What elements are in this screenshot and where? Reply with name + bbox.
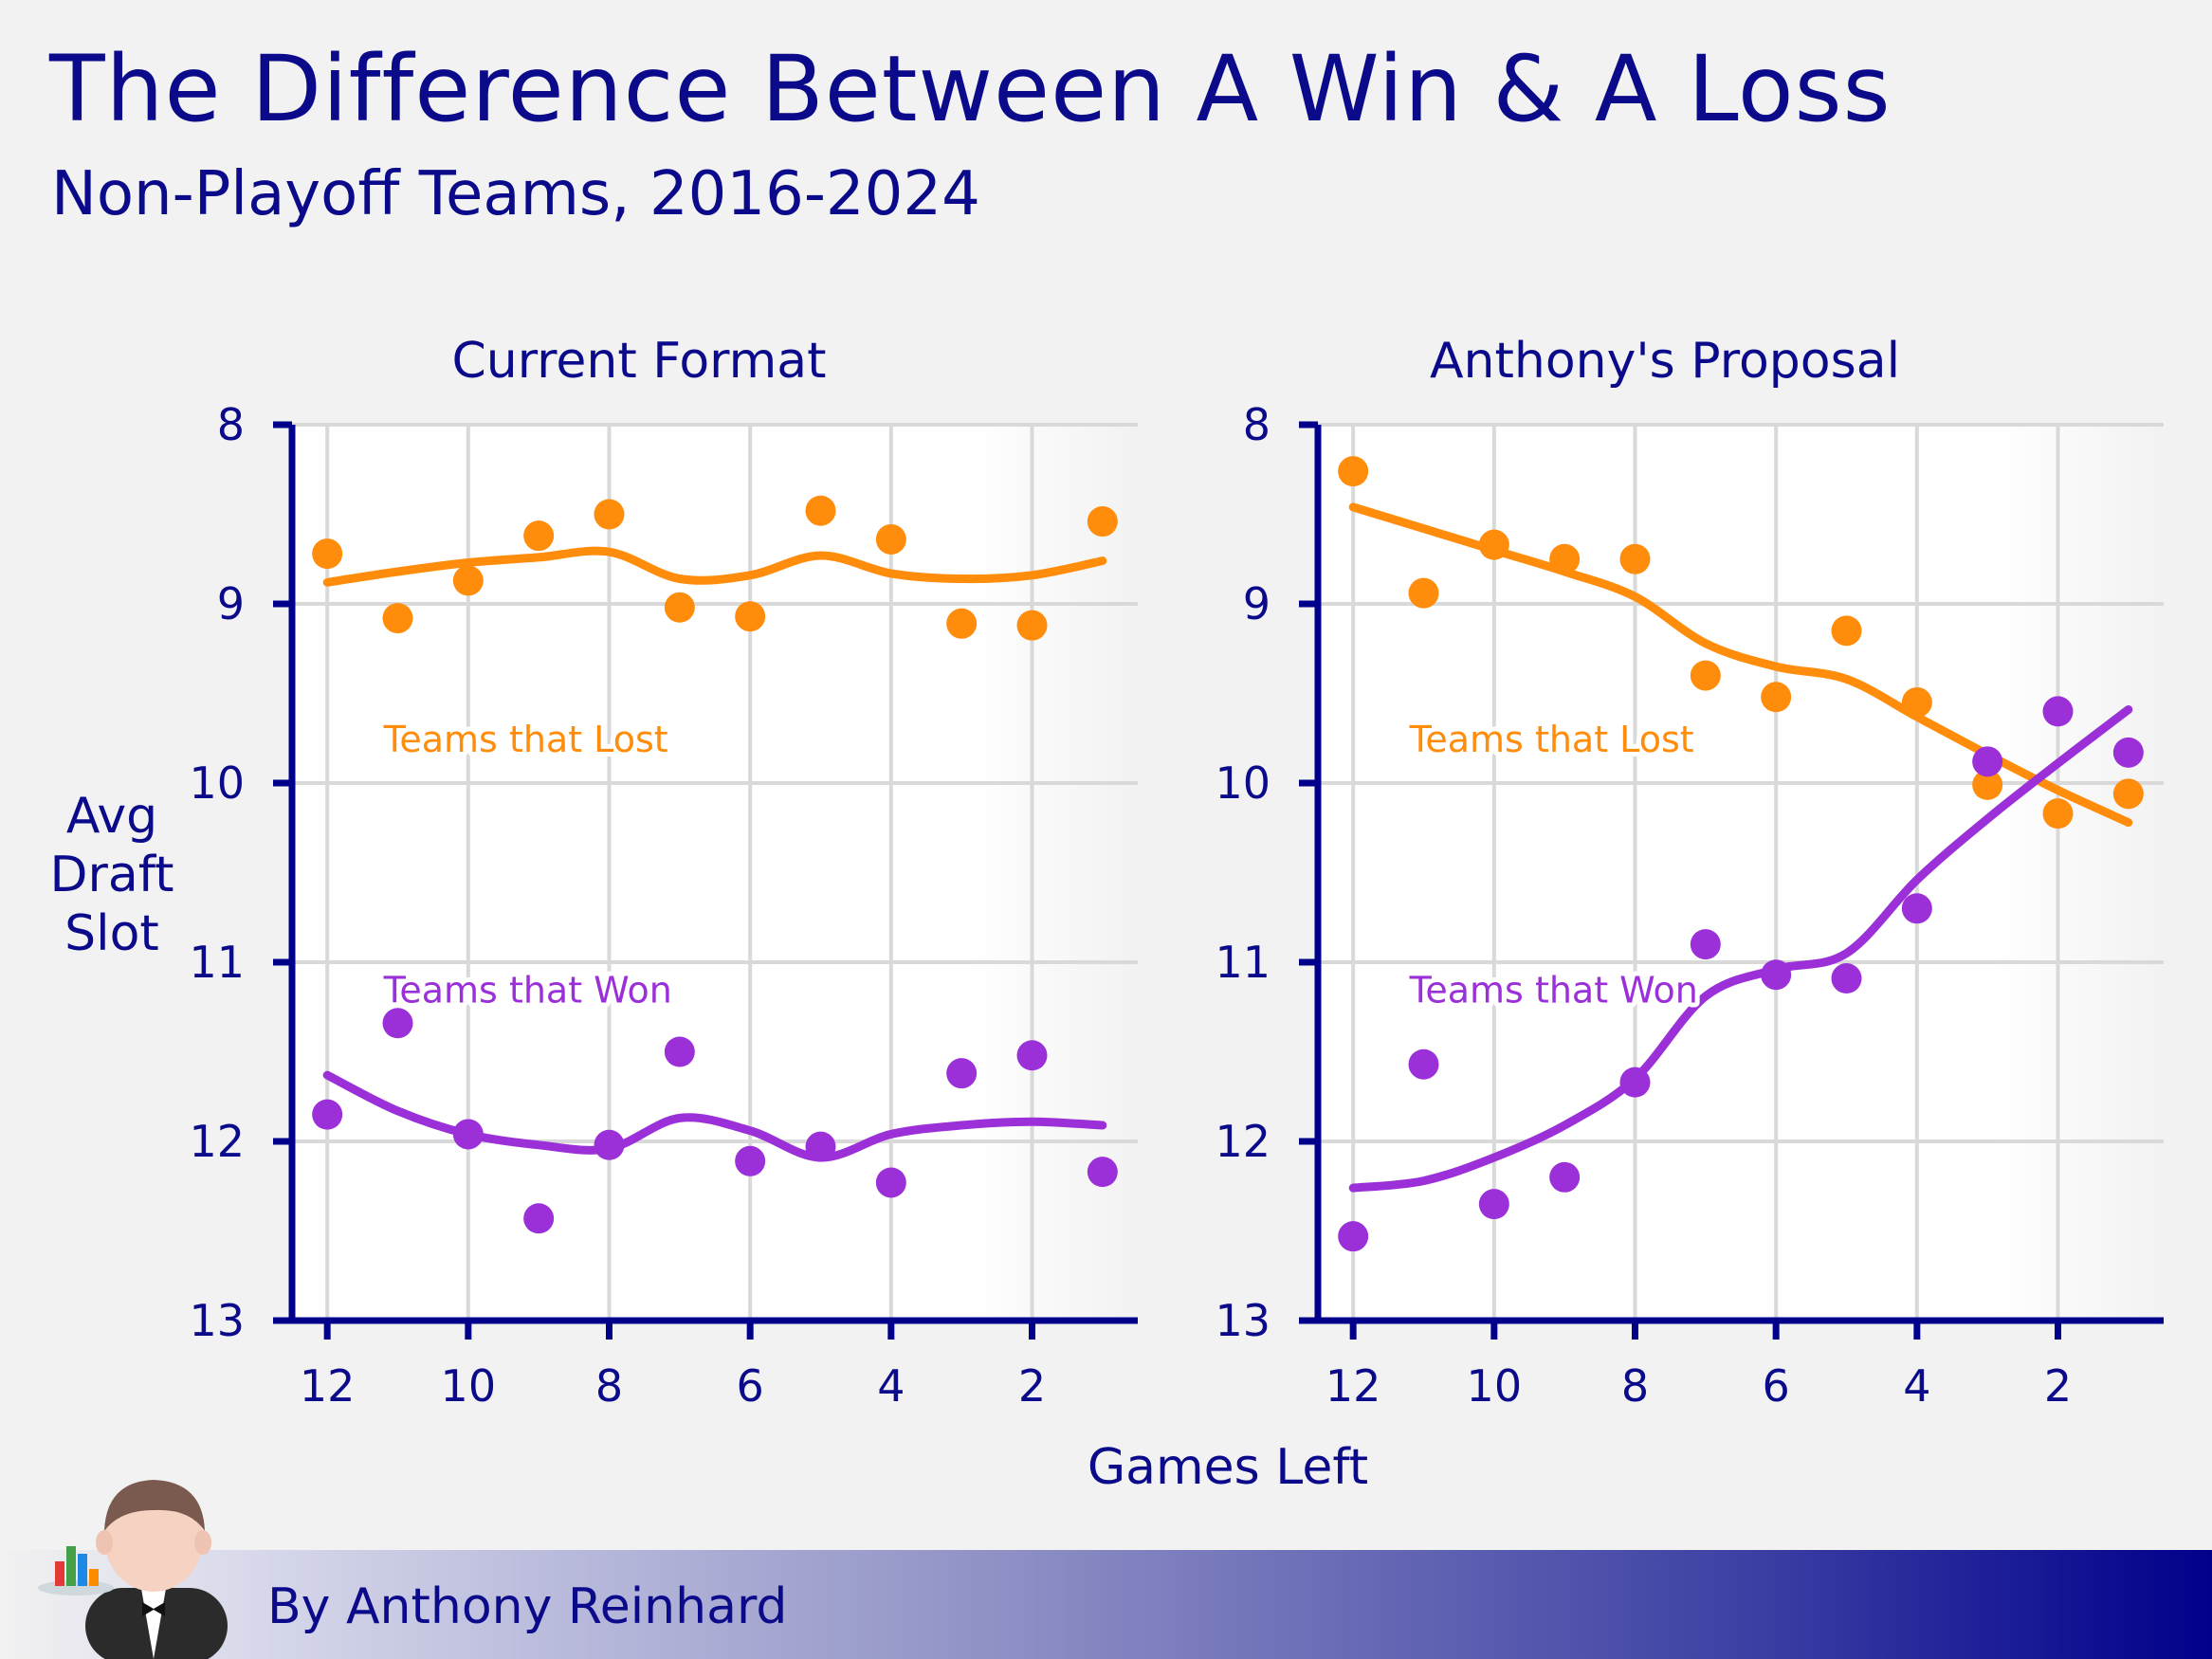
data-point [735,601,766,632]
x-tick-label: 10 [1467,1360,1523,1412]
x-tick-label: 6 [1763,1360,1790,1412]
data-point [523,1203,555,1234]
x-tick-label: 8 [1621,1360,1649,1412]
x-tick-label: 2 [1018,1360,1046,1412]
data-point [1972,746,2003,777]
data-point [452,1119,484,1150]
y-axis-label-line: Avg [66,788,157,845]
data-point [1972,769,2003,800]
data-point [805,495,836,526]
series-label: Teams that Won [1409,969,1698,1011]
panel-title: Anthony's Proposal [1430,333,1900,390]
x-tick-label: 8 [595,1360,623,1412]
data-point [1087,506,1118,538]
data-point [664,592,695,623]
chart-title: The Difference Between A Win & A Loss [49,36,1892,142]
data-point [1478,529,1509,560]
y-axis-label-line: Draft [49,847,174,903]
series-label: Teams that Won [383,969,672,1011]
x-tick-label: 10 [441,1360,497,1412]
data-point [1087,1157,1118,1188]
data-point [2042,696,2074,727]
data-point [1338,456,1369,487]
trend-line [1348,705,2133,1193]
data-point [594,1129,625,1160]
data-point [382,603,413,634]
data-point [1690,660,1721,691]
data-point [805,1131,836,1162]
y-tick-label: 12 [1215,1116,1271,1167]
data-point [523,520,555,552]
data-point [1831,963,1862,994]
series-label: Teams that Lost [383,719,668,760]
y-tick-label: 11 [189,937,245,988]
data-point [312,1099,343,1130]
data-point [875,523,906,555]
x-tick-label: 4 [1903,1360,1930,1412]
data-point [1549,543,1581,574]
series-label: Teams that Lost [1409,719,1694,760]
data-point [2042,798,2074,830]
data-point [875,1167,906,1198]
y-tick-label: 13 [1215,1295,1271,1346]
footer-band [0,1550,2212,1659]
y-tick-label: 11 [1215,937,1271,988]
y-tick-label: 8 [1243,399,1271,450]
data-point [946,608,978,639]
data-point [1338,1221,1369,1252]
y-tick-label: 8 [217,399,245,450]
data-point [1619,1066,1651,1098]
chart-panel: 8 9 10 11 12 13 12 10 8 6 4 2 Anthony's Proposal Team… [1215,333,2164,1412]
y-tick-label: 10 [189,757,245,809]
data-point [452,565,484,596]
data-point [312,538,343,570]
butler-logo-icon [38,1480,228,1659]
byline: By Anthony Reinhard [267,1578,788,1635]
data-point [1761,682,1792,713]
x-tick-label: 4 [877,1360,905,1412]
y-tick-label: 12 [189,1116,245,1167]
panel-background [1318,425,2164,1321]
data-point [1619,543,1651,574]
trend-line [322,546,1107,587]
data-point [1408,577,1439,609]
x-tick-label: 12 [300,1360,356,1412]
data-point [1408,1048,1439,1080]
x-tick-label: 2 [2044,1360,2072,1412]
data-point [2112,778,2144,810]
panel-title: Current Format [451,333,826,390]
x-tick-label: 6 [737,1360,764,1412]
data-point [664,1036,695,1067]
data-point [1761,959,1792,991]
y-tick-label: 10 [1215,757,1271,809]
panel-background [292,425,1138,1321]
data-point [946,1058,978,1089]
data-point [1549,1161,1581,1193]
data-point [1690,929,1721,960]
chart-panel: 8 9 10 11 12 13 12 10 8 6 4 2 Current Format Teams th… [189,333,1138,1412]
chart-subtitle: Non-Playoff Teams, 2016-2024 [51,159,980,229]
y-axis-label-line: Slot [64,905,159,962]
x-tick-label: 12 [1325,1360,1381,1412]
data-point [1901,893,1932,924]
data-point [594,499,625,530]
data-point [1016,1040,1048,1071]
y-tick-label: 13 [189,1295,245,1346]
data-point [735,1145,766,1176]
data-point [2112,737,2144,768]
data-point [1478,1189,1509,1220]
x-axis-label: Games Left [1088,1439,1368,1496]
y-tick-label: 9 [1243,578,1271,629]
data-point [1901,686,1932,718]
data-point [1016,610,1048,641]
y-tick-label: 9 [217,578,245,629]
data-point [382,1008,413,1039]
data-point [1831,615,1862,647]
